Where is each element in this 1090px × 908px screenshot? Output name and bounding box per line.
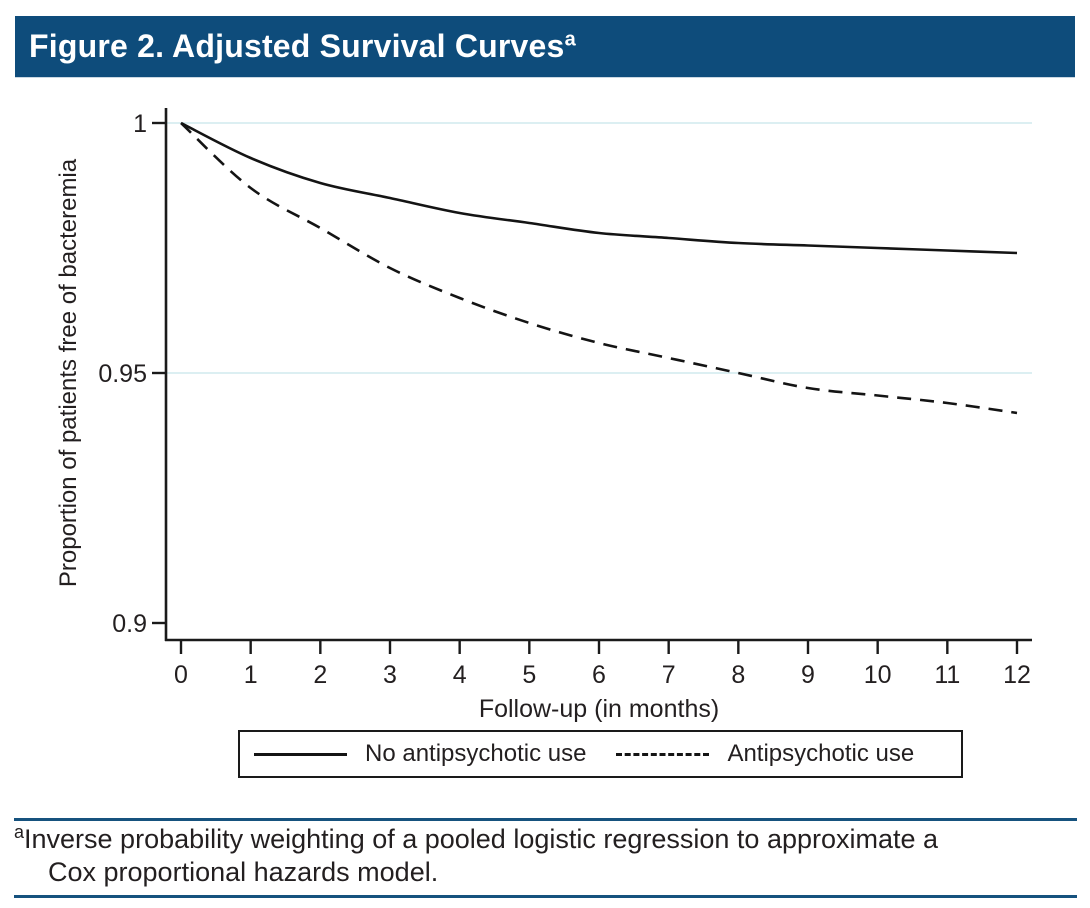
figure-title: Figure 2. Adjusted Survival Curvesa (29, 28, 576, 65)
x-tick-label: 11 (934, 661, 960, 689)
y-axis-title: Proportion of patients free of bacteremi… (55, 158, 82, 587)
x-tick-label: 7 (662, 661, 676, 689)
x-tick-label: 1 (244, 661, 258, 689)
y-tick-label: 0.9 (112, 610, 147, 638)
x-tick-label: 2 (313, 661, 327, 689)
figure-title-text: Figure 2. Adjusted Survival Curves (29, 28, 565, 64)
series-line-antipsychotic-use (180, 122, 1018, 415)
legend-solid-line-sample (254, 752, 347, 756)
series-line-no-antipsychotic-use (180, 121, 1018, 255)
x-tick-label: 6 (592, 661, 606, 689)
y-tick-label: 1 (133, 110, 147, 138)
x-tick-label: 4 (453, 661, 467, 689)
figure-footnote: aInverse probability weighting of a pool… (14, 818, 1077, 898)
footnote-text-1: Inverse probability weighting of a poole… (24, 824, 939, 854)
x-tick-label: 8 (731, 661, 745, 689)
x-tick-label: 5 (522, 661, 536, 689)
figure-title-superscript: a (564, 28, 576, 51)
legend-label-antipsychotic: Antipsychotic use (727, 740, 915, 767)
y-tick-label: 0.95 (98, 360, 147, 388)
x-axis-title: Follow-up (in months) (479, 695, 719, 723)
x-tick-label: 3 (383, 661, 397, 689)
x-tick-label: 12 (1003, 661, 1031, 689)
footnote-marker: a (14, 822, 25, 842)
legend-dashed-line-sample (616, 752, 710, 756)
footnote-line-1: aInverse probability weighting of a pool… (14, 823, 1077, 856)
x-tick-label: 0 (174, 661, 188, 689)
x-tick-label: 10 (864, 661, 892, 689)
figure-title-bar: Figure 2. Adjusted Survival Curvesa (15, 16, 1075, 78)
x-tick-label: 9 (801, 661, 815, 689)
legend-label-no-antipsychotic: No antipsychotic use (365, 740, 587, 767)
footnote-line-2: Cox proportional hazards model. (48, 857, 439, 887)
chart-legend: No antipsychotic use Antipsychotic use (238, 730, 963, 778)
